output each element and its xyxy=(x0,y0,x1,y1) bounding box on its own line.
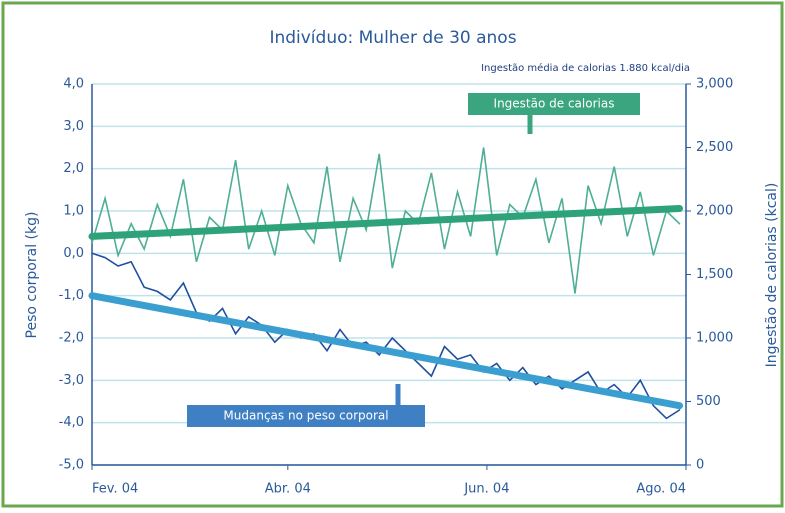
data-line xyxy=(91,252,681,420)
y-tick-label: -5,0 xyxy=(59,458,84,473)
y-tick-label: -2,0 xyxy=(59,331,84,346)
chart-title: Indivíduo: Mulher de 30 anos xyxy=(269,28,516,48)
annotation-box xyxy=(468,93,640,115)
y-tick-label: -4,0 xyxy=(59,415,84,430)
series-label: Mudanças no peso corporal xyxy=(223,409,388,423)
y-tick-label: 4,0 xyxy=(63,77,84,92)
y2-axis-label: Ingestão de calorias (kcal) xyxy=(764,183,780,368)
trend-line xyxy=(88,205,683,240)
y-axis-label: Peso corporal (kg) xyxy=(24,212,40,339)
y2-tick-label: 1,000 xyxy=(696,331,733,346)
y2-tick-label: 0 xyxy=(696,458,704,473)
x-tick-label: Ago. 04 xyxy=(636,482,686,497)
x-tick-label: Abr. 04 xyxy=(265,482,311,497)
y2-tick-label: 500 xyxy=(696,394,721,409)
trend-line xyxy=(88,292,683,410)
data-line xyxy=(91,147,681,294)
y-tick-label: 3,0 xyxy=(63,119,84,134)
annotation-box xyxy=(187,405,425,427)
x-tick-label: Jun. 04 xyxy=(463,482,509,497)
chart-subtitle: Ingestão média de calorias 1.880 kcal/di… xyxy=(481,62,690,74)
y-tick-label: -3,0 xyxy=(59,373,84,388)
y2-tick-label: 1,500 xyxy=(696,267,733,282)
y2-tick-label: 2,000 xyxy=(696,204,733,219)
y2-tick-label: 3,000 xyxy=(696,77,733,92)
y-tick-label: 1,0 xyxy=(63,204,84,219)
y-tick-label: 0,0 xyxy=(63,246,84,261)
series-label: Ingestão de calorias xyxy=(494,97,615,111)
y-tick-label: -1,0 xyxy=(59,288,84,303)
x-tick-label: Fev. 04 xyxy=(92,482,138,497)
y2-tick-label: 2,500 xyxy=(696,140,733,155)
y-tick-label: 2,0 xyxy=(63,161,84,176)
